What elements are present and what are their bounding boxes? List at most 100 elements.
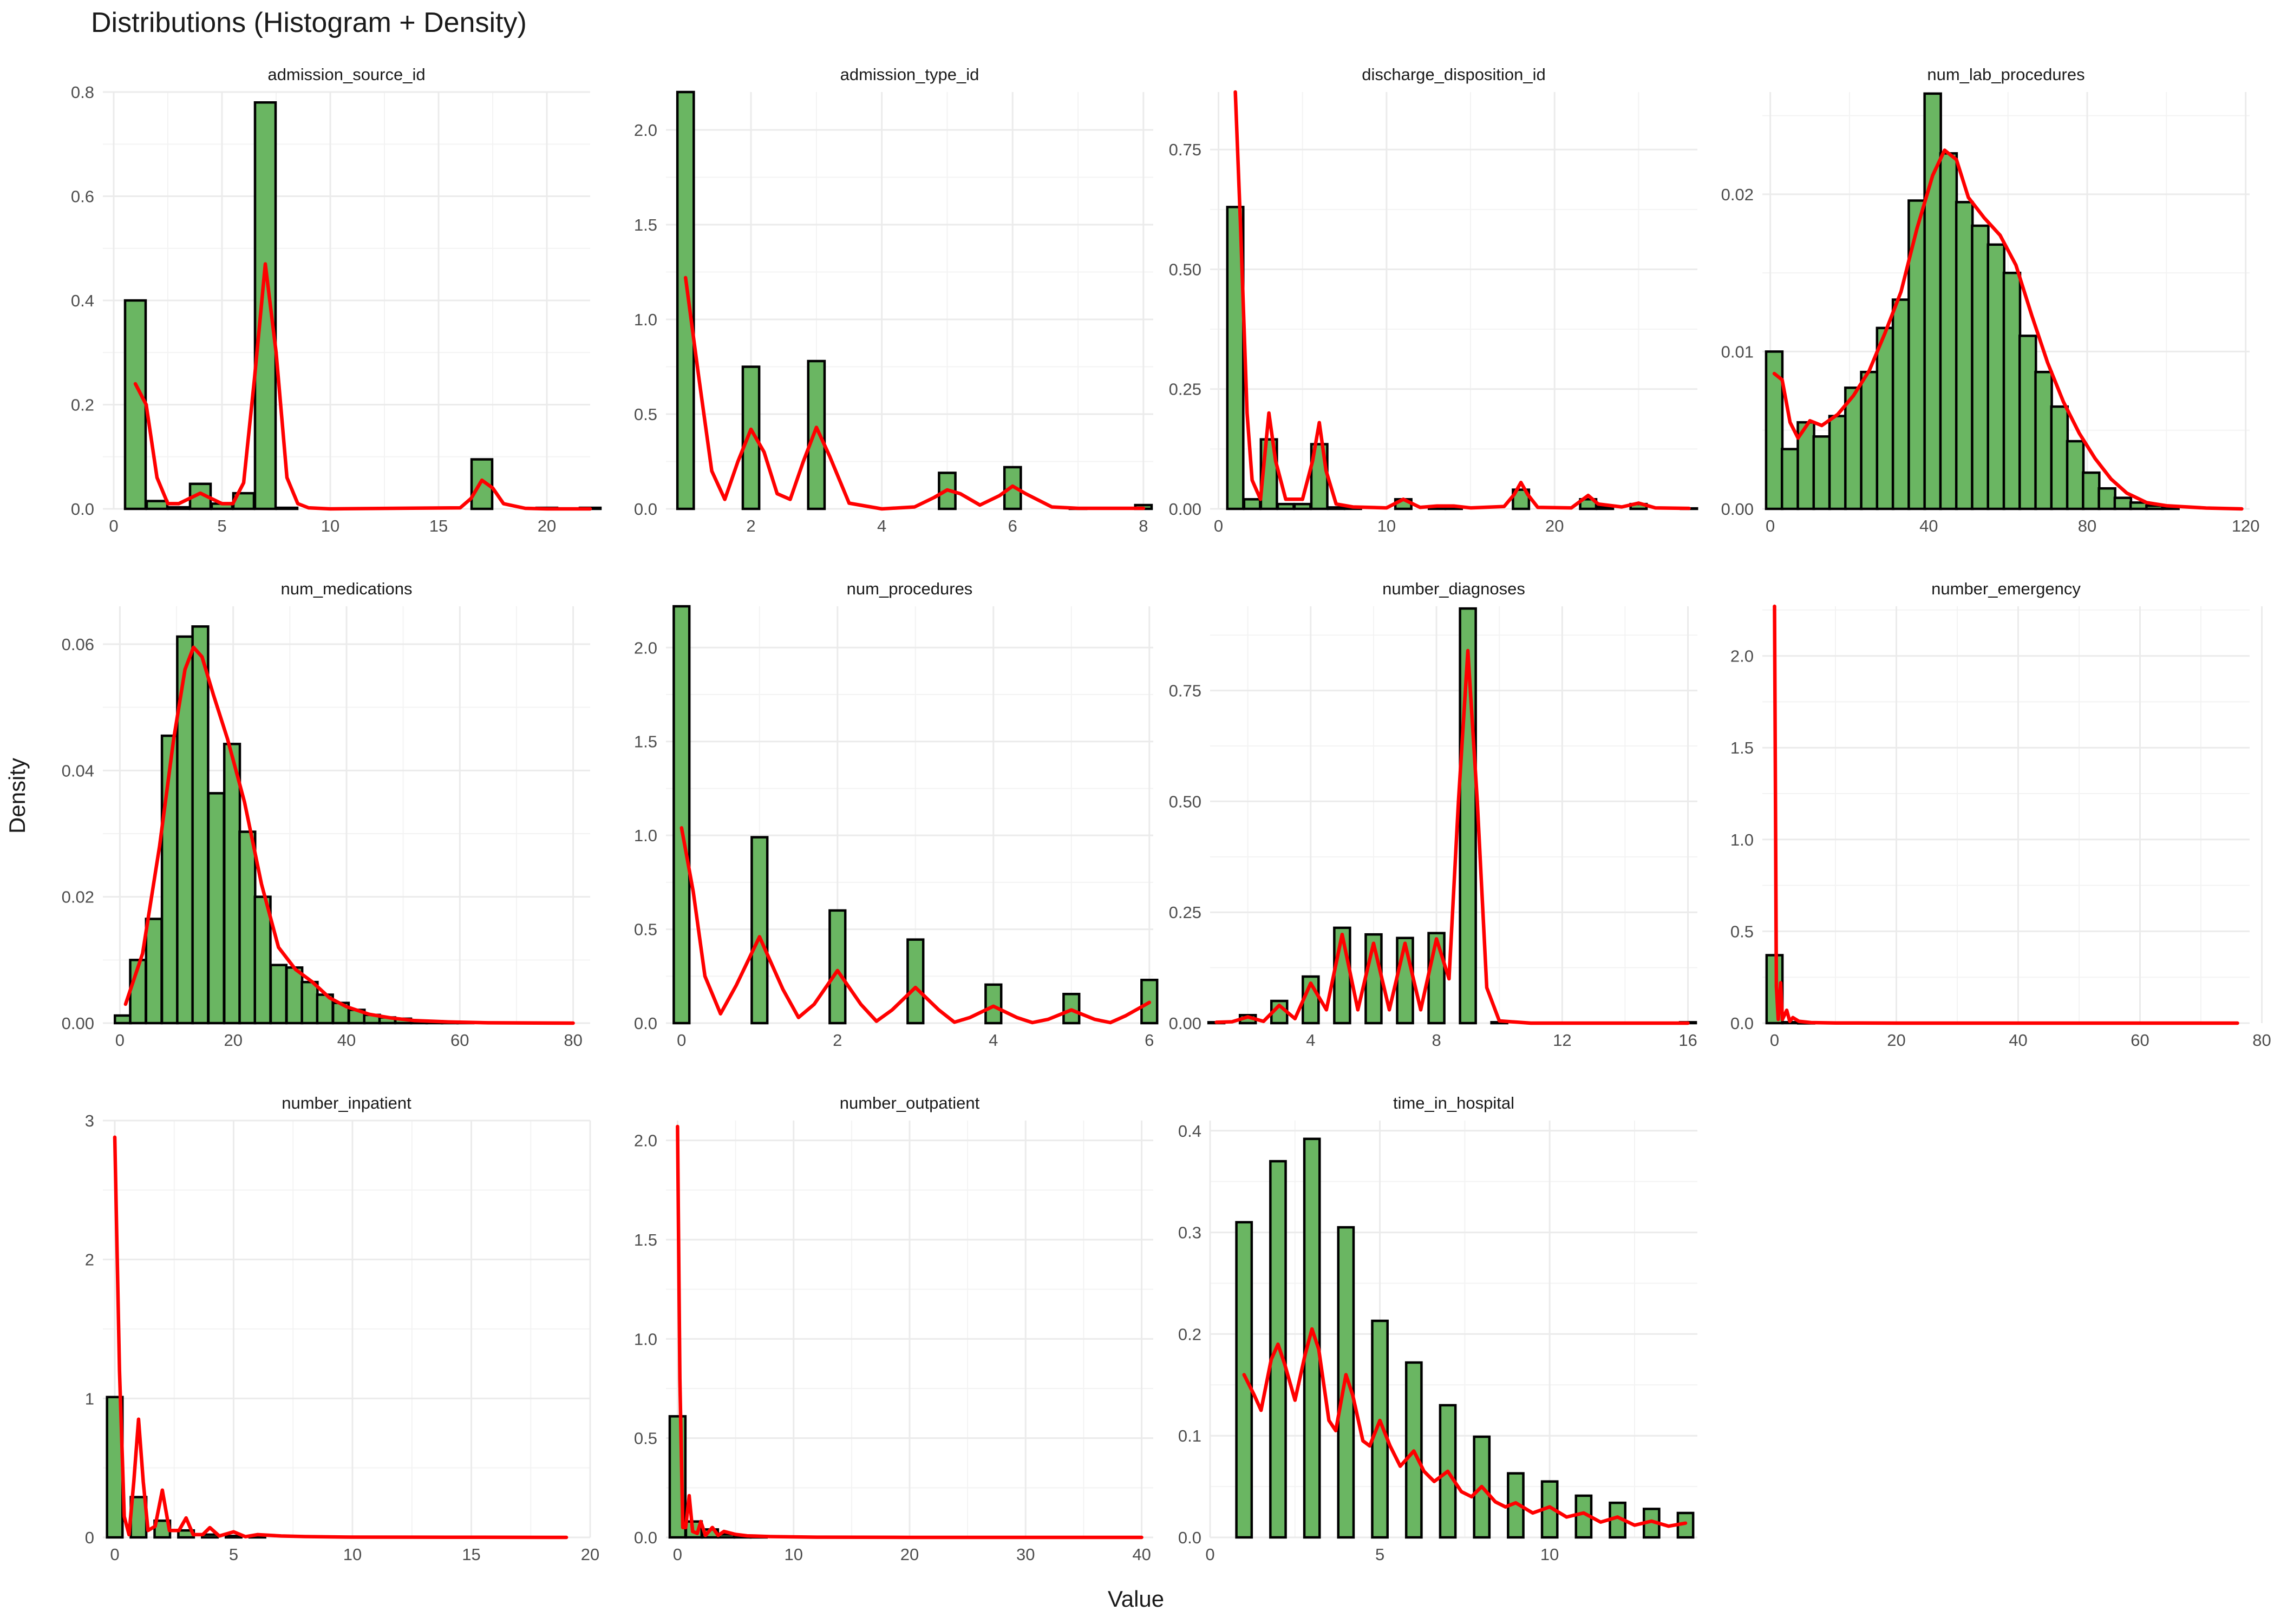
x-tick-label: 5 [1375,1545,1384,1564]
histogram-bar [145,918,163,1025]
y-tick-label: 0.25 [1169,380,1201,399]
histogram-bar [1828,415,1847,510]
panel-num_medications: num_medications 0 20 40 60 80 0.00 0.02 0.04 0.06 [62,579,590,1050]
density-curve [133,262,592,511]
histogram-bar [207,792,225,1025]
y-tick-label: 0.0 [634,500,657,519]
histogram-bar [223,743,241,1025]
x-tick-label: 10 [321,516,339,535]
histogram-bar [1293,502,1312,510]
panel-admission_type_id: admission_type_id 2 4 6 8 0.0 0.5 1.0 1.5 2.0 [634,65,1153,535]
y-tick-label: 0.2 [1178,1325,1201,1344]
y-tick-label: 0.0 [634,1014,657,1033]
panel-discharge_disposition_id: discharge_disposition_id 0 10 20 0.00 0.25 0.5… [1169,65,1698,535]
x-tick-label: 40 [2009,1031,2027,1050]
histogram-bar [253,101,277,510]
panel-num_lab_procedures: num_lab_procedures 0 40 80 120 0.00 0.01 0.02 [1721,65,2260,535]
x-tick-label: 0 [677,1031,686,1050]
x-tick-label: 8 [1432,1031,1441,1050]
y-tick-label: 2.0 [634,1131,657,1150]
histogram-bar [1337,1226,1355,1539]
histogram-bar [2002,271,2022,510]
y-tick-label: 0.4 [71,291,94,310]
x-tick-label: 80 [564,1031,582,1050]
y-tick-label: 1 [85,1389,94,1408]
histogram-bar [2066,440,2085,510]
y-tick-label: 0.8 [71,83,94,102]
x-tick-label: 80 [2078,516,2096,535]
x-tick-label: 60 [450,1031,469,1050]
y-tick-label: 1.0 [634,826,657,845]
x-tick-label: 10 [1540,1545,1559,1564]
histogram-bar [1276,502,1295,510]
panel-strip-label: admission_type_id [840,65,979,84]
panel-strip-label: num_medications [281,579,413,598]
histogram-bar [1427,932,1446,1025]
x-tick-label: 8 [1139,516,1148,535]
y-tick-label: 0.4 [1178,1122,1201,1141]
histogram-bar [1812,435,1832,510]
x-tick-label: 40 [1919,516,1938,535]
y-tick-label: 0.75 [1169,682,1201,700]
x-tick-label: 20 [1887,1031,1905,1050]
histogram-bar [253,895,272,1025]
density-curve [1214,649,1690,1025]
histogram-bar [1876,326,1895,510]
x-tick-label: 12 [1553,1031,1571,1050]
panel-number_inpatient: number_inpatient 0 5 10 15 20 0 1 2 3 [85,1093,599,1564]
histogram-bar [300,980,319,1025]
histogram-bar [1844,387,1863,510]
histogram-bar [672,605,691,1025]
histogram-bar [269,964,288,1025]
histogram-bar [2034,370,2053,510]
x-tick-label: 40 [337,1031,356,1050]
panel-time_in_hospital: time_in_hospital 0 5 10 0.0 0.1 0.2 0.3 0.4 [1178,1093,1697,1564]
histogram-bar [2113,496,2133,510]
x-tick-label: 0 [673,1545,682,1564]
y-tick-label: 1.0 [634,1330,657,1348]
x-tick-label: 20 [1545,516,1564,535]
y-tick-label: 1.5 [634,215,657,234]
y-tick-label: 0.00 [62,1014,94,1033]
x-tick-label: 0 [115,1031,125,1050]
y-tick-label: 1.5 [1730,738,1754,757]
density-curve [123,645,575,1025]
histogram-bar [224,1535,243,1539]
histogram-bar [1923,92,1942,510]
panel-strip-label: discharge_disposition_id [1362,65,1546,84]
histogram-bar [123,299,147,510]
panel-number_diagnoses: number_diagnoses 4 8 12 16 0.00 0.25 0.50 0.75 [1169,579,1697,1050]
y-tick-label: 0.75 [1169,140,1201,159]
x-tick-label: 120 [2232,516,2260,535]
histogram-bar [1269,1160,1287,1539]
panel-strip-label: num_lab_procedures [1927,65,2084,84]
density-curve [679,826,1152,1025]
histogram-bar [191,625,210,1025]
y-tick-label: 1.5 [634,732,657,751]
y-tick-label: 0.0 [1730,1014,1754,1033]
y-tick-label: 0.00 [1169,1014,1201,1033]
histogram-bar [145,500,169,510]
histogram-bar [1780,448,1800,510]
x-tick-label: 16 [1678,1031,1697,1050]
panel-strip-label: number_emergency [1931,579,2081,598]
y-tick-label: 0.5 [1730,922,1754,941]
y-tick-label: 3 [85,1111,94,1130]
histogram-bar [2097,487,2116,510]
histogram-bar [1860,370,1879,510]
histogram-bar [1226,206,1245,510]
panel-strip-label: number_diagnoses [1382,579,1525,598]
y-tick-label: 2.0 [634,121,657,140]
y-tick-label: 0.0 [634,1528,657,1547]
panel-admission_source_id: admission_source_id 0 5 10 15 20 0.0 0.2 0.4 0.6 0… [71,65,602,535]
histogram-bar [984,983,1003,1025]
y-tick-label: 0.5 [634,1429,657,1448]
y-tick-label: 0.50 [1169,260,1201,279]
x-tick-label: 0 [1770,1031,1779,1050]
y-tick-label: 0.5 [634,405,657,424]
histogram-bar [1303,1137,1321,1539]
histogram-bar [807,359,826,510]
histogram-bar [275,506,299,510]
y-tick-label: 0.25 [1169,903,1201,922]
histogram-bar [1891,298,1911,510]
